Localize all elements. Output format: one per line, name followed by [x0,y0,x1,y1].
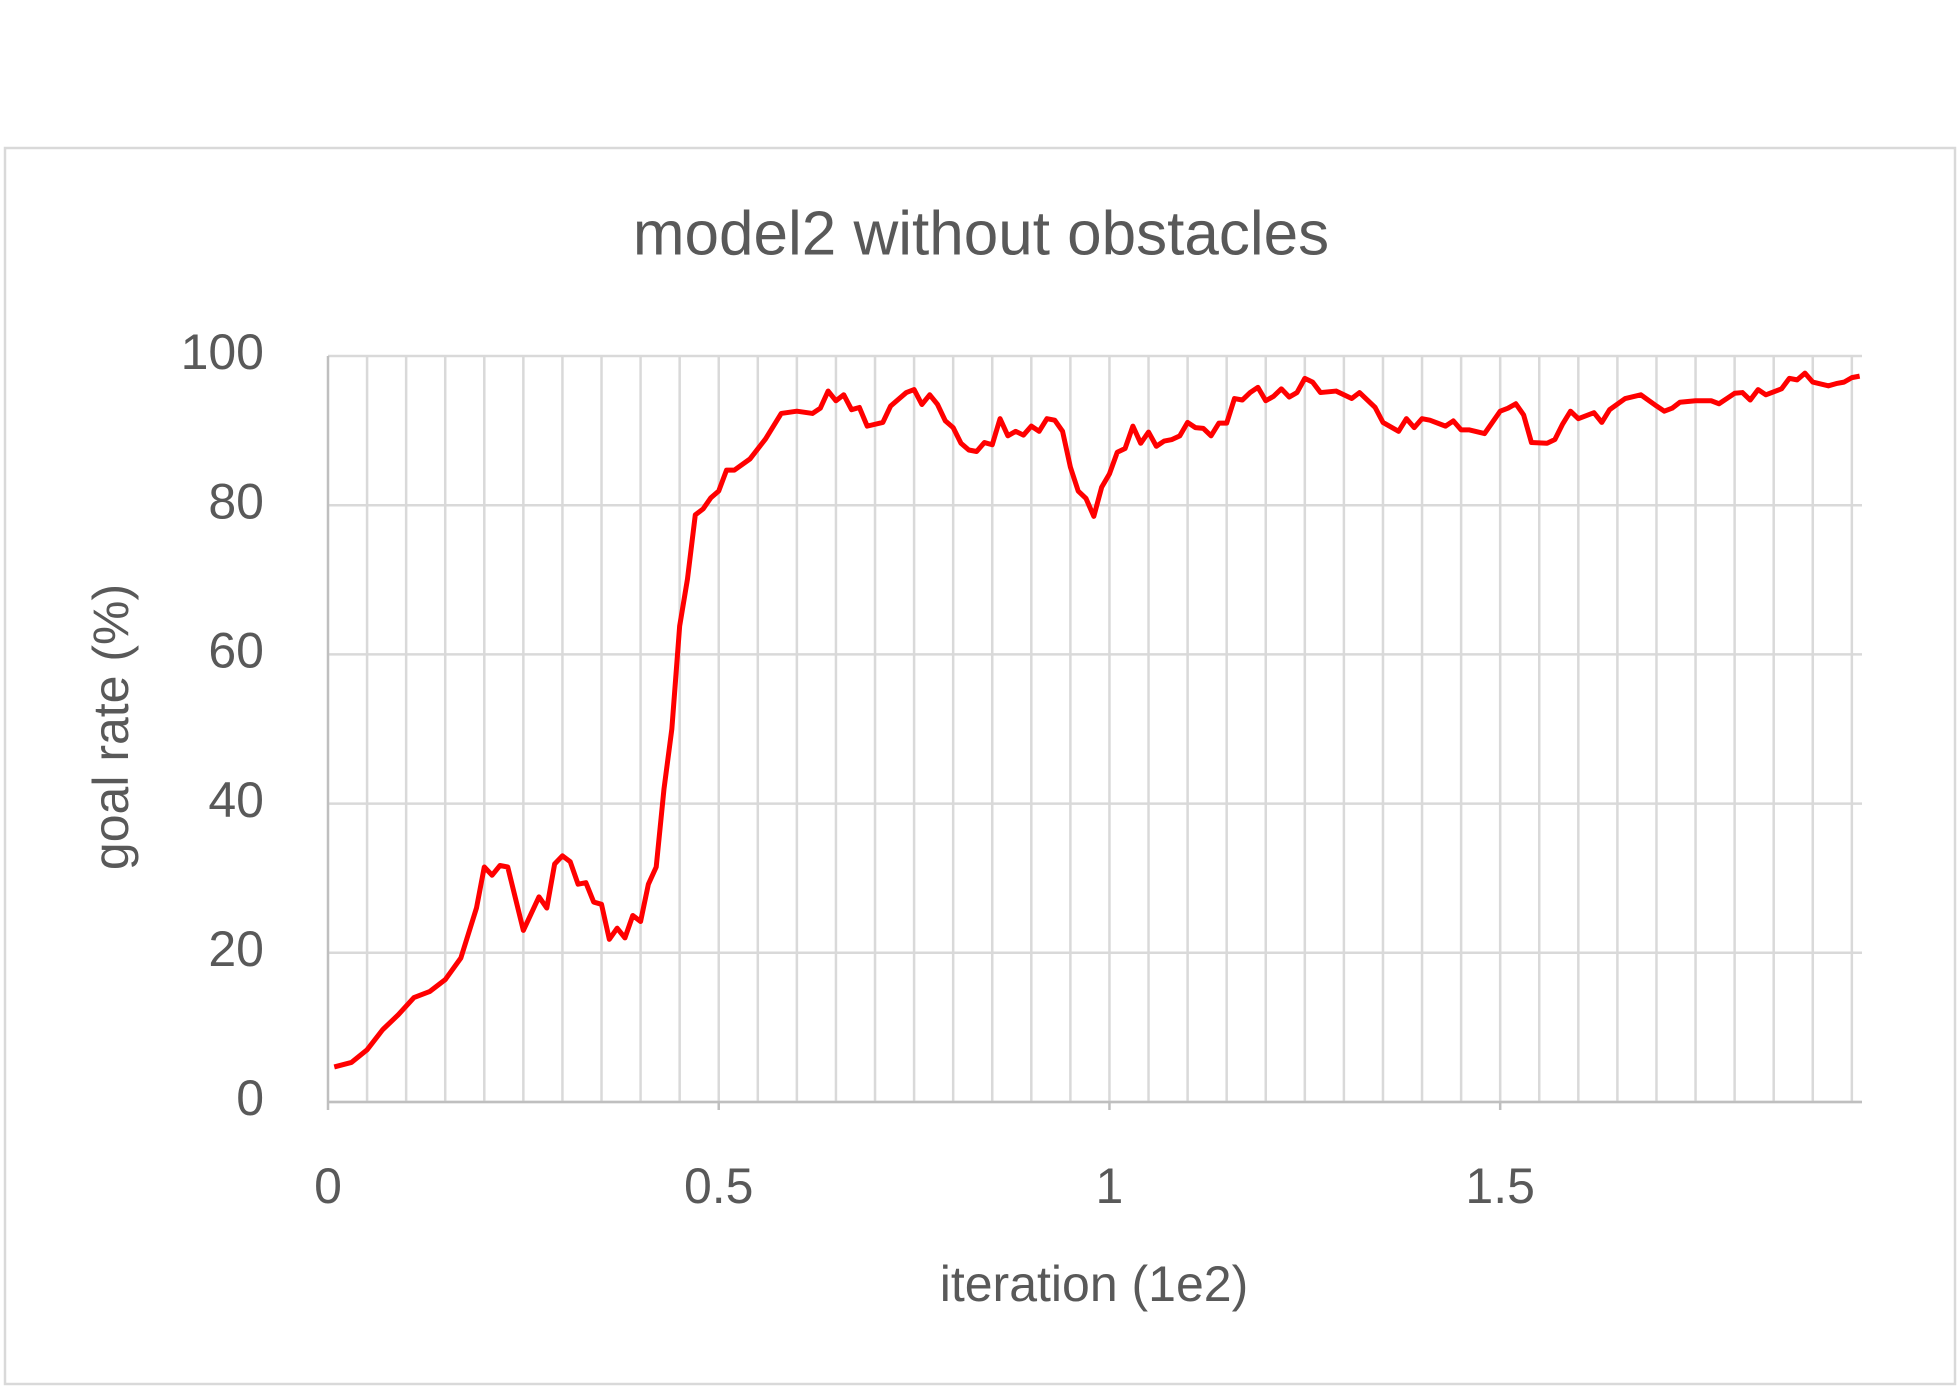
chart-title: model2 without obstacles [633,199,1329,268]
x-tick-label: 0 [314,1158,342,1214]
y-tick-label: 100 [181,324,264,380]
chart-border [3,146,1957,1386]
x-tick-label: 1.5 [1465,1158,1535,1214]
x-axis-label: iteration (1e2) [940,1256,1249,1312]
y-axis-label: goal rate (%) [83,584,139,870]
y-tick-label: 80 [208,473,264,529]
x-tick-label: 1 [1096,1158,1124,1214]
y-tick-label: 20 [208,921,264,977]
data-line [333,370,1861,1070]
y-tick-label: 0 [236,1070,264,1126]
y-tick-label: 60 [208,623,264,679]
x-tick-label: 0.5 [684,1158,754,1214]
y-tick-label: 40 [208,772,264,828]
